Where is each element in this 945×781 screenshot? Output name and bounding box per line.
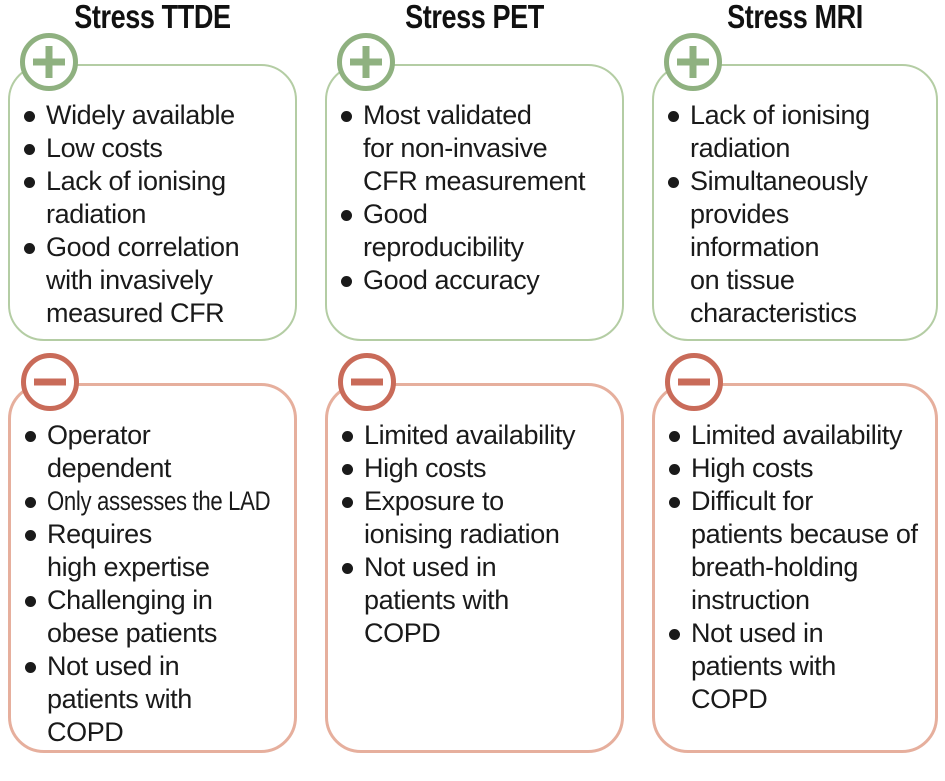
list-item: Not used in patients with COPD xyxy=(342,551,617,650)
list-item-text: Lack of ionising radiation xyxy=(690,100,870,163)
list-item-text: Widely available xyxy=(46,100,235,130)
list-item: Good reproducibility xyxy=(341,198,618,264)
list-item-text: Only assesses the LAD xyxy=(47,486,271,516)
list-item: Low costs xyxy=(24,132,291,165)
list-item: Lack of ionising radiation xyxy=(24,165,291,231)
list-item-text: Not used in patients with COPD xyxy=(47,651,192,747)
cons-list-stress-ttde: Operator dependent Only assesses the LAD R… xyxy=(11,386,294,749)
cons-box-stress-mri: Limited availability High costs Difficult … xyxy=(652,353,938,753)
pros-box-stress-ttde: Widely available Low costs Lack of ionisin… xyxy=(8,33,297,341)
cons-list-stress-pet: Limited availability High costs Exposure t… xyxy=(328,386,621,650)
minus-icon xyxy=(338,353,396,411)
column-title-stress-pet: Stress PET xyxy=(405,0,544,35)
list-item-text: Operator dependent xyxy=(47,420,172,483)
column-stress-mri: Stress MRI Lack of ionising radiation Sim… xyxy=(652,0,938,781)
plus-icon xyxy=(664,33,722,91)
list-item: High costs xyxy=(342,452,617,485)
list-item-text: Good reproducibility xyxy=(363,199,524,262)
list-item: Not used in patients with COPD xyxy=(669,617,931,716)
pros-list-stress-pet: Most validated for non-invasive CFR meas… xyxy=(327,66,622,297)
column-stress-ttde: Stress TTDE Widely available Low costs Lac… xyxy=(8,0,297,781)
pros-box-stress-pet: Most validated for non-invasive CFR meas… xyxy=(325,33,624,341)
list-item: High costs xyxy=(669,452,931,485)
list-item: Lack of ionising radiation xyxy=(668,99,932,165)
list-item: Widely available xyxy=(24,99,291,132)
cons-list-stress-mri: Limited availability High costs Difficult … xyxy=(655,386,935,716)
list-item: Challenging in obese patients xyxy=(25,584,290,650)
plus-icon xyxy=(337,33,395,91)
list-item-text: Lack of ionising radiation xyxy=(46,166,226,229)
list-item: Good correlation with invasively measure… xyxy=(24,231,291,330)
column-title-stress-ttde: Stress TTDE xyxy=(74,0,231,35)
list-item-text: High costs xyxy=(364,453,487,483)
cons-box-stress-ttde: Operator dependent Only assesses the LAD R… xyxy=(8,353,297,753)
list-item: Difficult for patients because of breath… xyxy=(669,485,931,617)
list-item-text: Not used in patients with COPD xyxy=(364,552,509,648)
list-item: Not used in patients with COPD xyxy=(25,650,290,749)
list-item-text: Good correlation with invasively measure… xyxy=(46,232,240,328)
list-item-text: High costs xyxy=(691,453,814,483)
column-stress-pet: Stress PET Most validated for non-invasi… xyxy=(325,0,624,781)
list-item: Simultaneously provides information on t… xyxy=(668,165,932,330)
list-item-text: Exposure to ionising radiation xyxy=(364,486,560,549)
list-item: Most validated for non-invasive CFR meas… xyxy=(341,99,618,198)
list-item-text: Most validated for non-invasive CFR meas… xyxy=(363,100,586,196)
list-item-text: Requires high expertise xyxy=(47,519,210,582)
list-item: Limited availability xyxy=(342,419,617,452)
list-item-text: Limited availability xyxy=(364,420,576,450)
list-item-text: Not used in patients with COPD xyxy=(691,618,836,714)
list-item-text: Low costs xyxy=(46,133,163,163)
list-item: Exposure to ionising radiation xyxy=(342,485,617,551)
list-item-text: Good accuracy xyxy=(363,265,540,295)
cons-box-stress-pet: Limited availability High costs Exposure t… xyxy=(325,353,624,753)
list-item-text: Simultaneously provides information on t… xyxy=(690,166,868,328)
pros-list-stress-mri: Lack of ionising radiation Simultaneously… xyxy=(654,66,936,330)
column-title-stress-mri: Stress MRI xyxy=(727,0,863,35)
pros-box-stress-mri: Lack of ionising radiation Simultaneously… xyxy=(652,33,938,341)
list-item: Operator dependent xyxy=(25,419,290,485)
list-item-text: Limited availability xyxy=(691,420,903,450)
list-item-text: Difficult for patients because of breath… xyxy=(691,486,918,615)
list-item: Only assesses the LAD xyxy=(25,485,290,518)
list-item-text: Challenging in obese patients xyxy=(47,585,218,648)
list-item: Limited availability xyxy=(669,419,931,452)
plus-icon xyxy=(20,33,78,91)
minus-icon xyxy=(665,353,723,411)
pros-list-stress-ttde: Widely available Low costs Lack of ionisin… xyxy=(10,66,295,330)
minus-icon xyxy=(21,353,79,411)
list-item: Requires high expertise xyxy=(25,518,290,584)
list-item: Good accuracy xyxy=(341,264,618,297)
